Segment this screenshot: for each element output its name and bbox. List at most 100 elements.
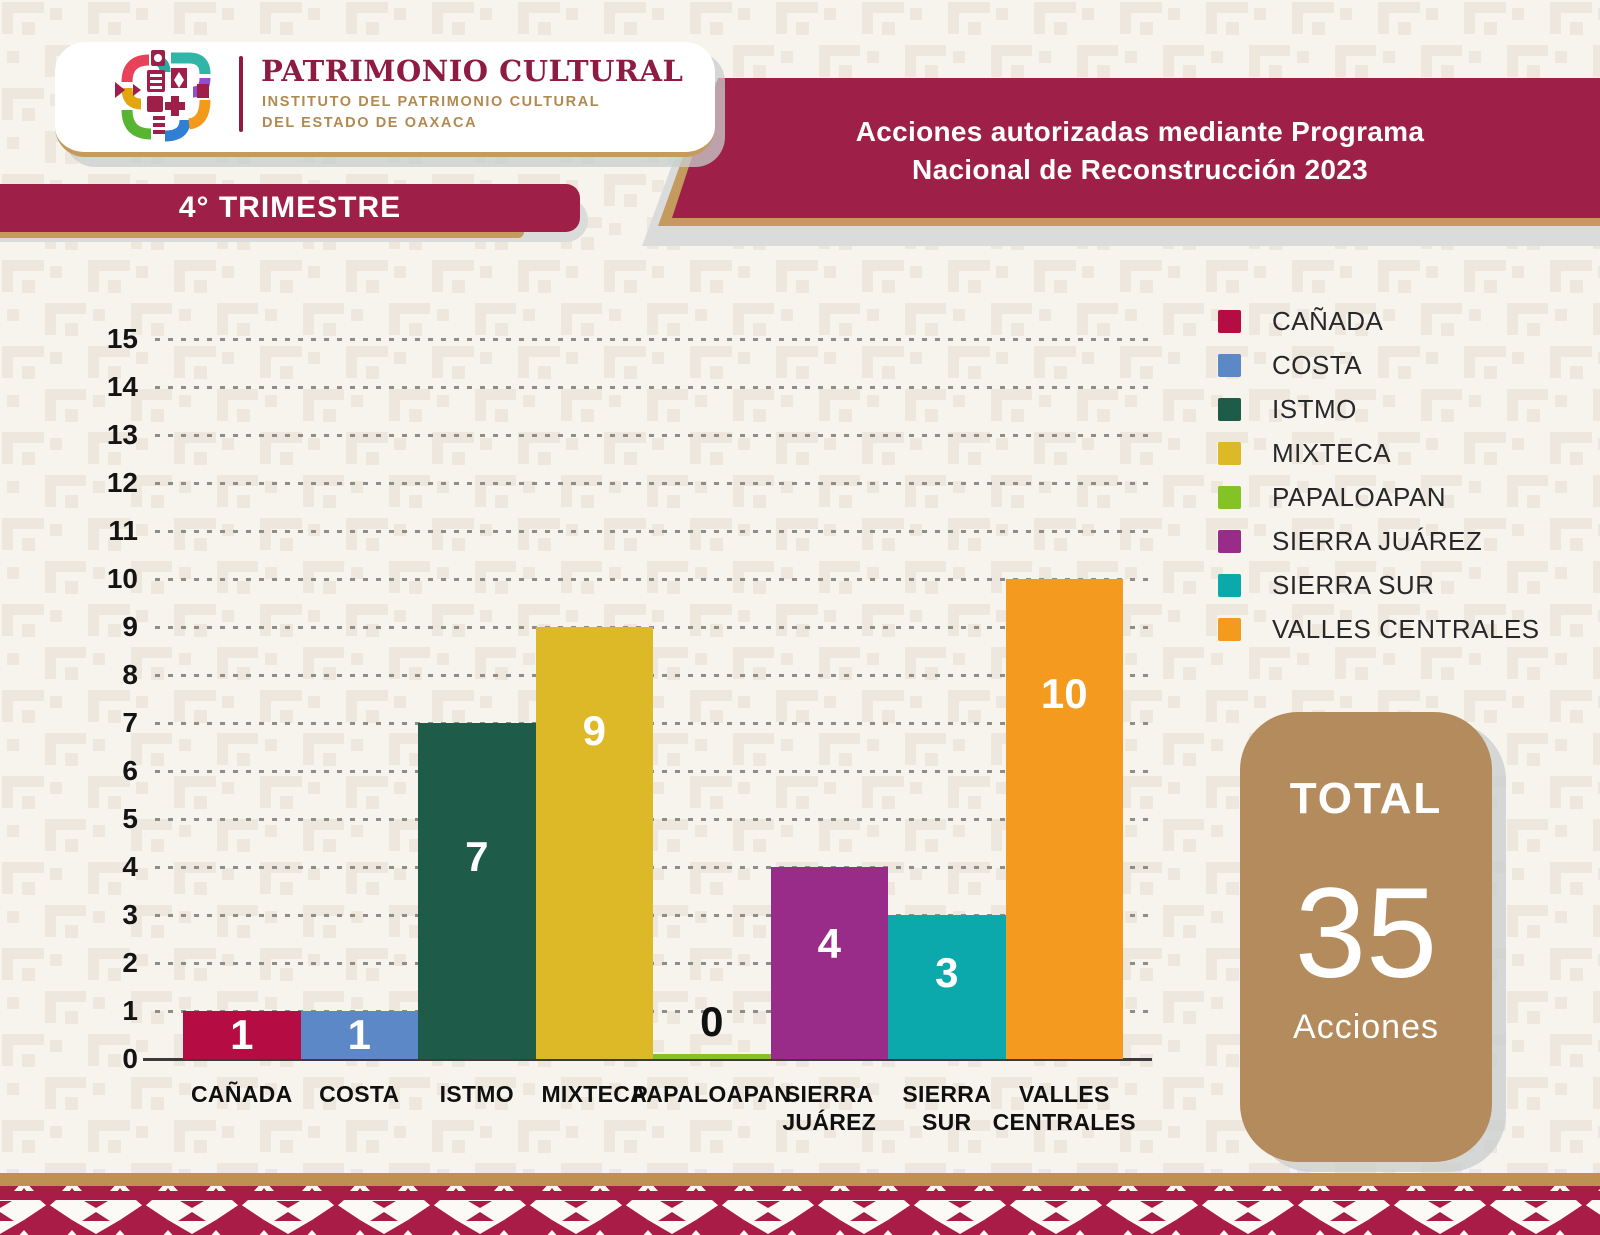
legend-swatch — [1218, 353, 1241, 377]
total-title: TOTAL — [1289, 774, 1443, 823]
bar-value-label: 9 — [582, 706, 606, 754]
total-value: 35 — [1294, 862, 1438, 1005]
patrimonio-cultural-logo-icon — [115, 50, 211, 142]
legend-item: SIERRA JUÁREZ — [1205, 525, 1483, 556]
legend-label: CAÑADA — [1272, 305, 1384, 336]
y-tick-label: 3 — [122, 899, 138, 930]
gridline — [155, 338, 1152, 341]
legend-swatch — [1218, 617, 1241, 641]
gridline — [155, 770, 1152, 773]
legend-item: COSTA — [1205, 349, 1363, 380]
y-tick-label: 4 — [122, 851, 138, 882]
legend-label: SIERRA JUÁREZ — [1272, 525, 1483, 556]
gridline — [155, 626, 1152, 629]
x-axis-label: ISTMO — [439, 1081, 514, 1107]
period-label: 4° TRIMESTRE — [178, 191, 402, 224]
bar-papaloapan — [653, 1054, 771, 1059]
legend-label: PAPALOAPAN — [1272, 481, 1447, 512]
gridline — [155, 530, 1152, 533]
legend-item: VALLES CENTRALES — [1205, 613, 1540, 644]
y-tick-label: 12 — [106, 467, 138, 498]
gridline — [155, 578, 1152, 581]
logo-divider — [239, 56, 243, 132]
total-unit: Acciones — [1293, 1008, 1439, 1046]
y-tick-label: 9 — [122, 611, 138, 642]
bar-value-label: 1 — [347, 1011, 371, 1058]
legend-swatch — [1218, 573, 1241, 597]
gridline — [155, 434, 1152, 437]
bar-value-label: 10 — [1040, 670, 1088, 718]
legend-item: CAÑADA — [1205, 305, 1384, 336]
legend-label: VALLES CENTRALES — [1272, 613, 1540, 644]
legend-item: SIERRA SUR — [1205, 569, 1435, 600]
x-axis-label: SIERRA JUÁREZ — [782, 1081, 877, 1135]
x-axis-label: PAPALOAPAN — [632, 1081, 792, 1107]
bar-value-label: 1 — [230, 1011, 254, 1058]
legend-item: PAPALOAPAN — [1205, 481, 1447, 512]
legend-swatch — [1218, 309, 1241, 333]
gridline — [155, 962, 1152, 965]
bar-value-label: 7 — [465, 833, 489, 881]
bar-value-label: 3 — [935, 948, 959, 996]
y-tick-label: 15 — [106, 323, 138, 354]
x-axis-line — [143, 1058, 1152, 1061]
gridline — [155, 386, 1152, 389]
gridline — [155, 674, 1152, 677]
y-tick-label: 10 — [106, 563, 138, 594]
y-tick-label: 13 — [106, 419, 138, 450]
bar-sierra-ju-rez — [770, 867, 888, 1059]
legend-item: ISTMO — [1205, 393, 1357, 424]
y-tick-label: 8 — [122, 659, 138, 690]
chart-title: Acciones autorizadas mediante Programa N… — [700, 96, 1580, 206]
legend-label: ISTMO — [1272, 393, 1357, 424]
legend-label: MIXTECA — [1272, 437, 1392, 468]
x-axis-label: MIXTECA — [541, 1081, 648, 1107]
gridline — [155, 482, 1152, 485]
legend-swatch — [1218, 485, 1241, 509]
bar-costa — [300, 1011, 418, 1059]
y-tick-label: 7 — [122, 707, 138, 738]
title-banner — [642, 78, 1600, 246]
x-axis-label: CAÑADA — [191, 1081, 293, 1107]
chart-title-line2: Nacional de Reconstrucción 2023 — [912, 154, 1368, 185]
bar-value-label: 0 — [700, 998, 724, 1045]
bar-ca-ada — [183, 1011, 301, 1059]
org-subtitle-1: INSTITUTO DEL PATRIMONIO CULTURAL — [262, 94, 601, 110]
bottom-textile-band — [0, 1186, 1600, 1235]
y-tick-label: 5 — [122, 803, 138, 834]
legend-label: SIERRA SUR — [1272, 569, 1435, 600]
legend-swatch — [1218, 397, 1241, 421]
gridline — [155, 914, 1152, 917]
bar-mixteca — [535, 627, 653, 1059]
legend-swatch — [1218, 529, 1241, 553]
legend-swatch — [1218, 441, 1241, 465]
y-tick-label: 2 — [122, 947, 138, 978]
y-tick-label: 6 — [122, 755, 138, 786]
period-banner: 4° TRIMESTRE — [0, 184, 580, 232]
gridline — [155, 818, 1152, 821]
gridline — [155, 722, 1152, 725]
x-axis-label: SIERRA SUR — [902, 1081, 992, 1135]
y-tick-label: 1 — [122, 995, 138, 1026]
bar-sierra-sur — [888, 915, 1006, 1059]
bottom-tan-stripe — [0, 1173, 1600, 1186]
title-banner-face — [672, 78, 1600, 218]
logo-card: PATRIMONIO CULTURAL INSTITUTO DEL PATRIM… — [55, 42, 715, 157]
legend-item: MIXTECA — [1205, 437, 1392, 468]
bar-value-label: 4 — [817, 919, 841, 967]
legend-label: COSTA — [1272, 349, 1363, 380]
gridline — [155, 1010, 1152, 1013]
gridline — [155, 866, 1152, 869]
total-card: TOTAL 35 Acciones — [1240, 712, 1492, 1162]
org-subtitle-2: DEL ESTADO DE OAXACA — [262, 115, 478, 131]
y-tick-label: 11 — [108, 515, 138, 546]
x-axis-label: COSTA — [319, 1081, 400, 1107]
bar-valles-centrales — [1005, 579, 1123, 1059]
bar-istmo — [418, 723, 536, 1059]
chart-title-line1: Acciones autorizadas mediante Programa — [855, 116, 1425, 147]
x-axis-label: VALLES CENTRALES — [992, 1081, 1136, 1135]
y-tick-label: 0 — [122, 1043, 138, 1074]
y-tick-label: 14 — [106, 371, 138, 402]
org-title: PATRIMONIO CULTURAL — [261, 54, 684, 88]
